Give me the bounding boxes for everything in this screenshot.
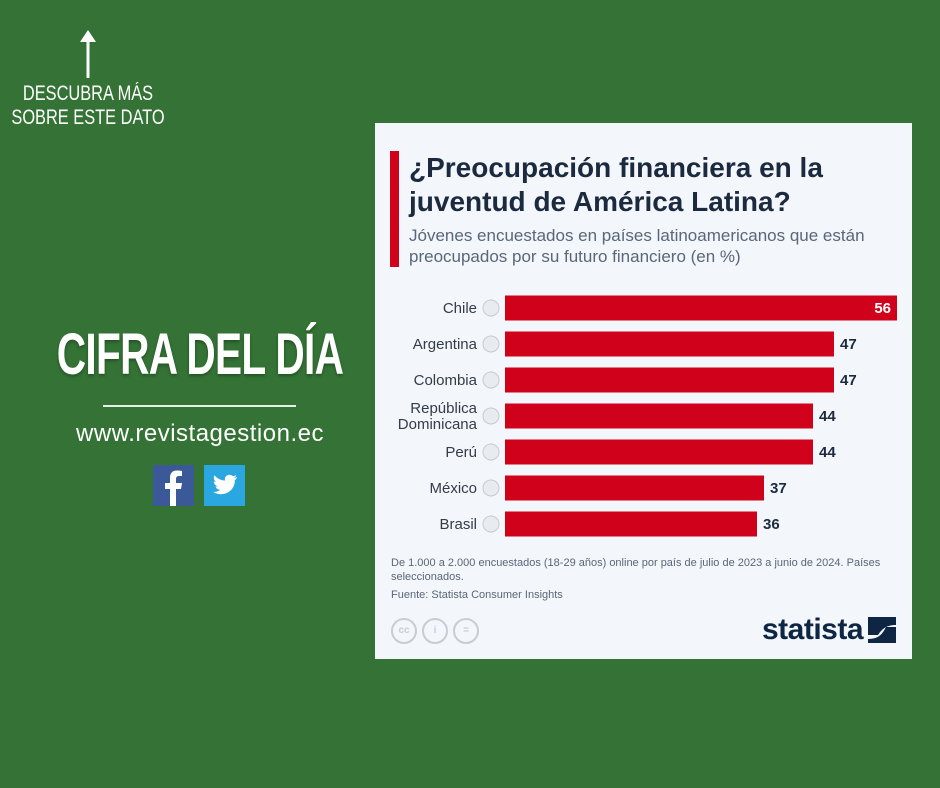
chart-notes: De 1.000 a 2.000 encuestados (18-29 años… bbox=[391, 557, 881, 583]
bar bbox=[505, 367, 834, 393]
arrow-up-icon bbox=[80, 30, 96, 78]
chart-title: ¿Preocupación financiera en la juventud … bbox=[409, 152, 823, 217]
value-label: 47 bbox=[840, 336, 857, 353]
category-label: Perú bbox=[445, 444, 477, 461]
discover-more-link[interactable]: DESCUBRA MÁS SOBRE ESTE DATO bbox=[11, 82, 165, 129]
value-label: 37 bbox=[770, 480, 787, 497]
twitter-icon[interactable] bbox=[204, 465, 245, 506]
headline: CIFRA DEL DÍA bbox=[56, 322, 344, 387]
flag-icon bbox=[482, 371, 500, 389]
flag-icon bbox=[482, 299, 500, 317]
category-label: República bbox=[410, 400, 477, 417]
bar bbox=[505, 475, 764, 501]
value-label: 44 bbox=[819, 408, 836, 425]
facebook-icon[interactable] bbox=[153, 465, 194, 506]
attribution-icon[interactable]: i bbox=[422, 618, 448, 644]
category-label: Dominicana bbox=[398, 416, 478, 433]
value-label: 36 bbox=[763, 516, 780, 533]
statista-logo[interactable]: statista bbox=[762, 613, 864, 646]
bar-chart: Chile 56 Argentina 47 Colombia 47 RepúblicaDom… bbox=[398, 295, 897, 537]
cc-license-icon[interactable]: cc bbox=[391, 618, 417, 644]
category-label: México bbox=[429, 480, 477, 497]
flag-icon bbox=[482, 335, 500, 353]
category-label: Argentina bbox=[413, 336, 478, 353]
chart-subtitle: Jóvenes encuestados en países latinoamer… bbox=[409, 226, 865, 266]
chart-header: ¿Preocupación financiera en la juventud … bbox=[390, 151, 919, 267]
category-label: Brasil bbox=[439, 516, 477, 533]
flag-icon bbox=[482, 407, 500, 425]
chart-card: ¿Preocupación financiera en la juventud … bbox=[375, 123, 912, 659]
flag-icon bbox=[482, 479, 500, 497]
divider bbox=[103, 405, 296, 407]
flag-icon bbox=[482, 443, 500, 461]
chart-footer: De 1.000 a 2.000 encuestados (18-29 años… bbox=[391, 556, 901, 602]
category-label: Chile bbox=[443, 300, 477, 317]
flag-icon bbox=[482, 515, 500, 533]
no-derivatives-icon[interactable]: = bbox=[453, 618, 479, 644]
category-label: Colombia bbox=[414, 372, 478, 389]
bar bbox=[505, 295, 897, 321]
value-label: 47 bbox=[840, 372, 857, 389]
value-label: 56 bbox=[874, 300, 891, 317]
value-label: 44 bbox=[819, 444, 836, 461]
bar bbox=[505, 403, 813, 429]
bar bbox=[505, 331, 834, 357]
website-link[interactable]: www.revistagestion.ec bbox=[76, 420, 324, 447]
bar bbox=[505, 439, 813, 465]
bar bbox=[505, 511, 757, 537]
statista-logo-mark-icon bbox=[868, 617, 896, 643]
chart-source: Fuente: Statista Consumer Insights bbox=[391, 589, 563, 601]
